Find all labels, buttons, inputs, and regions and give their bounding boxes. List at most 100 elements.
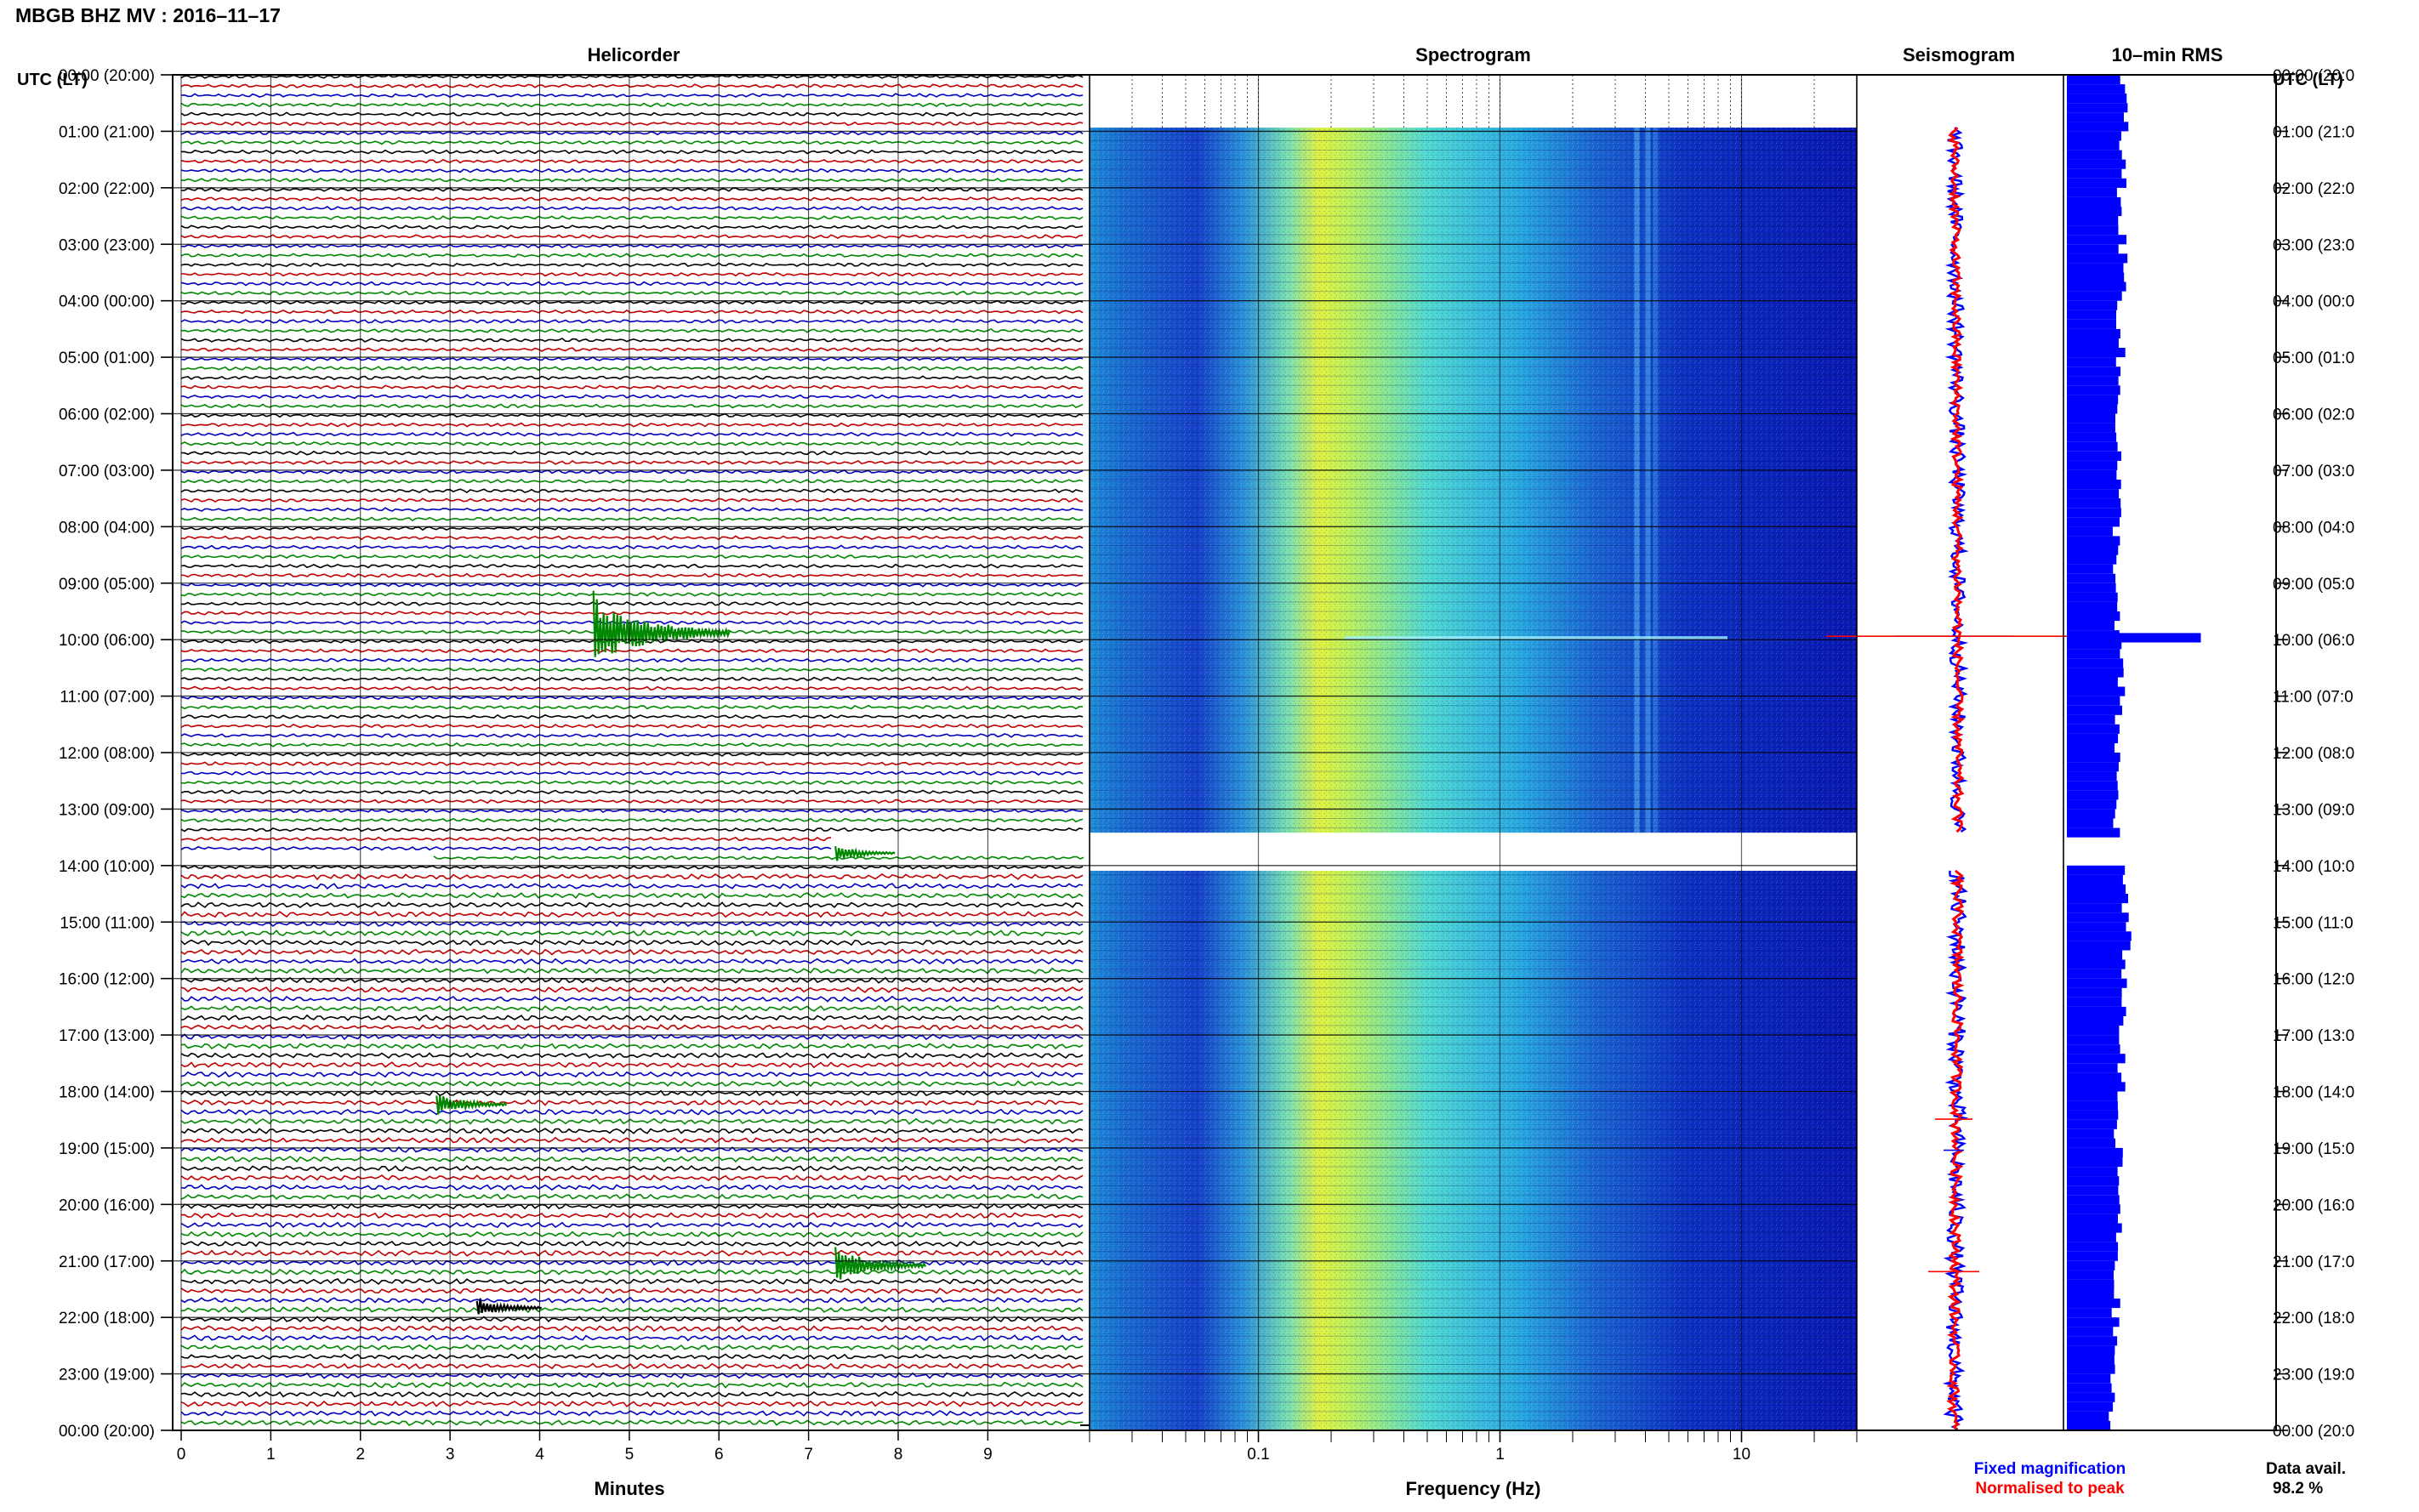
helicorder-trace — [181, 271, 1084, 277]
time-label-right: 22:00 (18:0 — [2273, 1310, 2354, 1327]
rms-bar — [2067, 395, 2119, 405]
helicorder-trace — [180, 1004, 1084, 1012]
time-label-left: 12:00 (08:00) — [59, 745, 155, 763]
helicorder-trace — [180, 1316, 1084, 1323]
helicorder-trace — [180, 412, 1084, 418]
helicorder-trace — [180, 1277, 1084, 1285]
time-label-left: 16:00 (12:00) — [59, 971, 155, 989]
rms-bar — [2067, 112, 2124, 122]
helicorder-event — [834, 1247, 927, 1280]
helicorder-trace — [180, 281, 1084, 287]
rms-bar — [2067, 1355, 2114, 1365]
spectrogram-event-line — [1345, 636, 1727, 640]
rms-bar — [2067, 686, 2126, 696]
rms-bar — [2067, 874, 2123, 884]
time-label-left: 19:00 (15:00) — [59, 1140, 155, 1158]
rms-bar-spike — [2067, 633, 2201, 643]
time-label-left: 15:00 (11:00) — [60, 914, 155, 932]
time-label-left: 23:00 (19:00) — [59, 1367, 155, 1384]
helicorder-trace — [180, 761, 1084, 767]
helicorder-trace — [180, 676, 1084, 682]
helicorder-trace — [180, 1334, 1084, 1342]
helicorder-trace — [180, 1184, 1084, 1191]
helicorder-trace — [180, 1193, 1084, 1201]
helicorder-trace — [180, 1344, 1084, 1351]
time-label-left: 17:00 (13:00) — [59, 1027, 155, 1045]
helicorder-trace — [180, 1287, 1084, 1294]
helicorder-trace — [180, 111, 1083, 117]
seismogram-panel — [1826, 127, 2081, 1430]
helicorder-trace — [180, 1174, 1084, 1182]
helicorder-trace — [180, 554, 1084, 560]
rms-bar — [2067, 668, 2124, 678]
seismogram-trace — [1944, 127, 1969, 833]
helicorder-trace — [180, 196, 1084, 202]
rms-bar — [2067, 1195, 2120, 1205]
rms-bar — [2067, 291, 2122, 301]
rms-bar — [2067, 987, 2122, 998]
time-label-right: 02:00 (22:0 — [2273, 180, 2354, 198]
helicorder-trace — [180, 995, 1084, 1003]
helicorder-trace — [180, 1249, 1084, 1257]
helicorder-trace — [180, 1089, 1084, 1097]
rms-bar — [2067, 328, 2120, 338]
rms-bar — [2067, 103, 2128, 113]
time-label-left: 22:00 (18:00) — [59, 1310, 155, 1327]
helicorder-trace — [180, 901, 1084, 909]
rms-bar — [2067, 677, 2118, 687]
helicorder-trace — [180, 948, 1084, 956]
rms-bar — [2067, 140, 2120, 151]
rms-bar — [2067, 272, 2125, 282]
rms-bar — [2067, 159, 2126, 169]
spectrogram-title: Spectrogram — [1415, 44, 1531, 65]
time-label-right: 18:00 (14:0 — [2273, 1084, 2354, 1102]
rms-bar — [2067, 498, 2121, 509]
rms-bar — [2067, 1026, 2120, 1036]
rms-bar — [2067, 432, 2117, 442]
rms-bar — [2067, 480, 2121, 490]
rms-bar — [2067, 1138, 2115, 1148]
rms-bar — [2067, 790, 2119, 800]
rms-bar — [2067, 460, 2118, 470]
rms-bar — [2067, 1242, 2119, 1252]
helicorder-trace — [180, 836, 832, 842]
helicorder-trace — [180, 469, 1084, 475]
rms-bar — [2067, 423, 2115, 433]
rms-bar — [2067, 1373, 2111, 1384]
seismogram-trace — [1947, 127, 1966, 833]
rms-bar — [2067, 1232, 2116, 1242]
helicorder-trace — [180, 845, 832, 851]
helicorder-trace — [180, 648, 1084, 654]
helicorder-trace — [180, 394, 1084, 400]
rms-bar — [2067, 753, 2120, 763]
helicorder-trace — [180, 1353, 1084, 1361]
helicorder-trace — [180, 206, 1084, 211]
utc-label-left: UTC (LT) — [17, 71, 88, 89]
rms-bar — [2067, 1054, 2126, 1064]
rms-bar — [2067, 583, 2116, 593]
helicorder-trace — [180, 1372, 1084, 1379]
helicorder-trace — [180, 253, 1084, 259]
spectrogram-noise-lower — [1090, 870, 1857, 1430]
minute-tick-label: 6 — [714, 1446, 724, 1464]
helicorder-trace — [180, 1061, 1084, 1069]
seismogram-title: Seismogram — [1903, 44, 2015, 65]
rms-bar — [2067, 253, 2128, 264]
rms-bar — [2067, 1091, 2118, 1101]
helicorder-trace — [180, 139, 1084, 145]
rms-bar — [2067, 367, 2121, 377]
rms-bar — [2067, 781, 2118, 791]
helicorder-trace — [180, 1400, 1084, 1407]
helicorder-trace — [180, 770, 1084, 776]
rms-bar — [2067, 950, 2123, 960]
helicorder-trace — [180, 873, 1084, 881]
rms-bar — [2067, 1119, 2117, 1129]
rms-bar — [2067, 1336, 2118, 1346]
rms-bar — [2067, 281, 2126, 292]
helicorder-trace — [180, 929, 1084, 937]
rms-bar — [2067, 1251, 2118, 1261]
rms-bar — [2067, 969, 2122, 979]
helicorder-trace — [180, 1136, 1084, 1144]
helicorder-trace — [180, 422, 1084, 428]
time-label-right: 19:00 (15:0 — [2273, 1140, 2354, 1158]
